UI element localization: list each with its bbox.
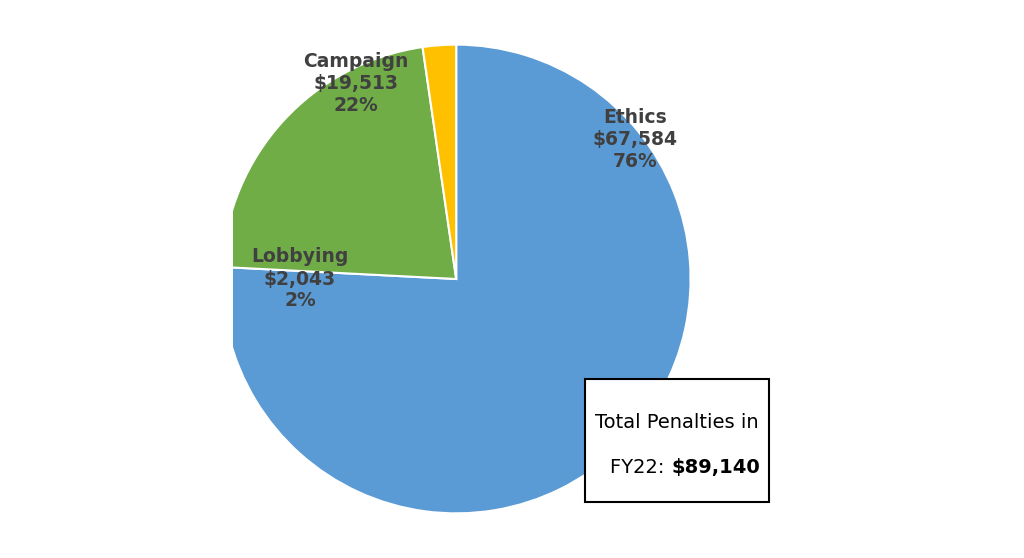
Wedge shape [222,47,457,279]
Wedge shape [222,45,690,513]
Text: FY22:: FY22: [610,458,671,477]
Wedge shape [423,45,457,279]
Text: Lobbying
$2,043
2%: Lobbying $2,043 2% [251,248,348,310]
Text: $89,140: $89,140 [671,458,760,477]
Text: Total Penalties in: Total Penalties in [595,413,759,432]
Bar [585,379,769,502]
Text: Ethics
$67,584
76%: Ethics $67,584 76% [592,108,677,171]
Text: Campaign
$19,513
22%: Campaign $19,513 22% [303,52,409,115]
